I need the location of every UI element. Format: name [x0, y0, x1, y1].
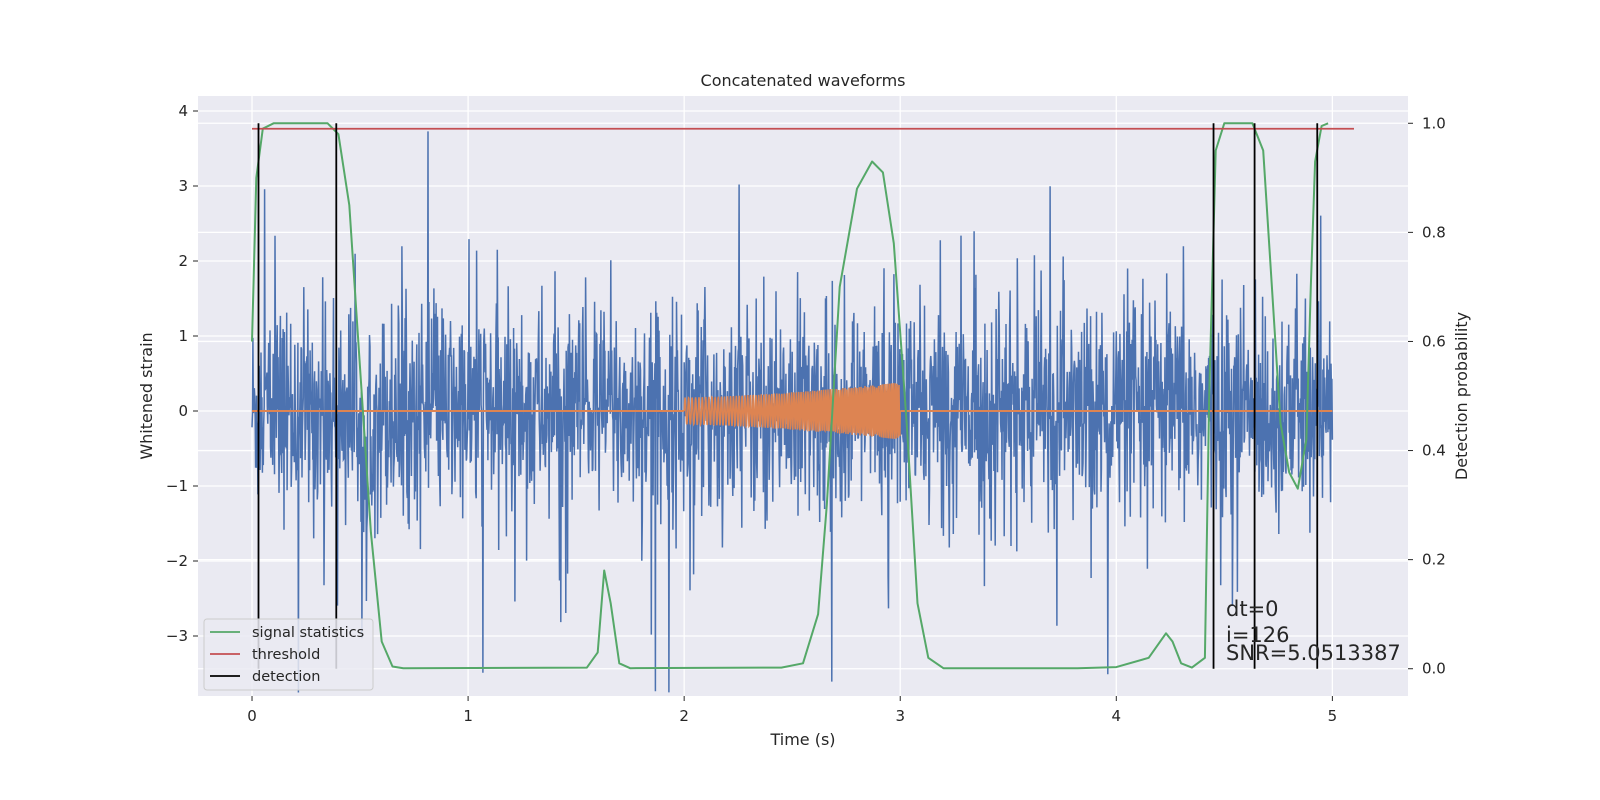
x-tick-label-5: 5: [1328, 707, 1338, 725]
legend: signal statistics threshold detection: [203, 618, 374, 691]
annotation-i: i=126: [1226, 623, 1290, 647]
x-tick-label-4: 4: [1112, 707, 1122, 725]
series-chirp: [252, 383, 1333, 439]
y-tick-label-1: −2: [166, 552, 188, 570]
y-tick-label-5: 2: [178, 252, 188, 270]
y2-tick-label-1: 0.2: [1422, 551, 1446, 569]
chirp-line: [683, 383, 901, 439]
y2-tick-label-2: 0.4: [1422, 442, 1446, 460]
chart-title: Concatenated waveforms: [701, 71, 906, 90]
axes: 0 1 2 3 4 5 −3 −2 −1 0 1 2 3 4 0.0 0.2 0.4 0.6 0.8 1.0: [166, 102, 1446, 725]
legend-label-detection: detection: [252, 669, 320, 685]
y-axis-label: Whitened strain: [137, 332, 156, 459]
x-axis-label: Time (s): [769, 730, 835, 749]
signal-statistics-line: [251, 122, 1329, 670]
y-tick-label-0: −3: [166, 627, 188, 645]
y2-tick-label-4: 0.8: [1422, 223, 1446, 241]
legend-label-signal-statistics: signal statistics: [252, 625, 364, 641]
y-tick-label-4: 1: [178, 327, 188, 345]
series-signal-statistics: [251, 122, 1329, 670]
legend-box: [203, 618, 374, 691]
x-tick-label-1: 1: [463, 707, 473, 725]
y2-tick-label-0: 0.0: [1422, 660, 1446, 678]
x-tick-label-0: 0: [247, 707, 257, 725]
y-tick-label-3: 0: [178, 402, 188, 420]
annotation-snr: SNR=5.0513387: [1226, 641, 1401, 665]
series-detection: [257, 123, 1319, 669]
x-tick-label-3: 3: [895, 707, 905, 725]
annotation: dt=0 i=126 SNR=5.0513387: [1226, 597, 1401, 665]
y-tick-label-6: 3: [178, 177, 188, 195]
y-tick-label-2: −1: [166, 477, 188, 495]
y2-tick-label-3: 0.6: [1422, 332, 1446, 350]
x-tick-label-2: 2: [679, 707, 689, 725]
y2-axis-label: Detection probability: [1452, 312, 1471, 480]
y2-tick-label-5: 1.0: [1422, 114, 1446, 132]
legend-label-threshold: threshold: [252, 647, 320, 663]
y-tick-label-7: 4: [178, 102, 188, 120]
annotation-dt: dt=0: [1226, 597, 1279, 621]
